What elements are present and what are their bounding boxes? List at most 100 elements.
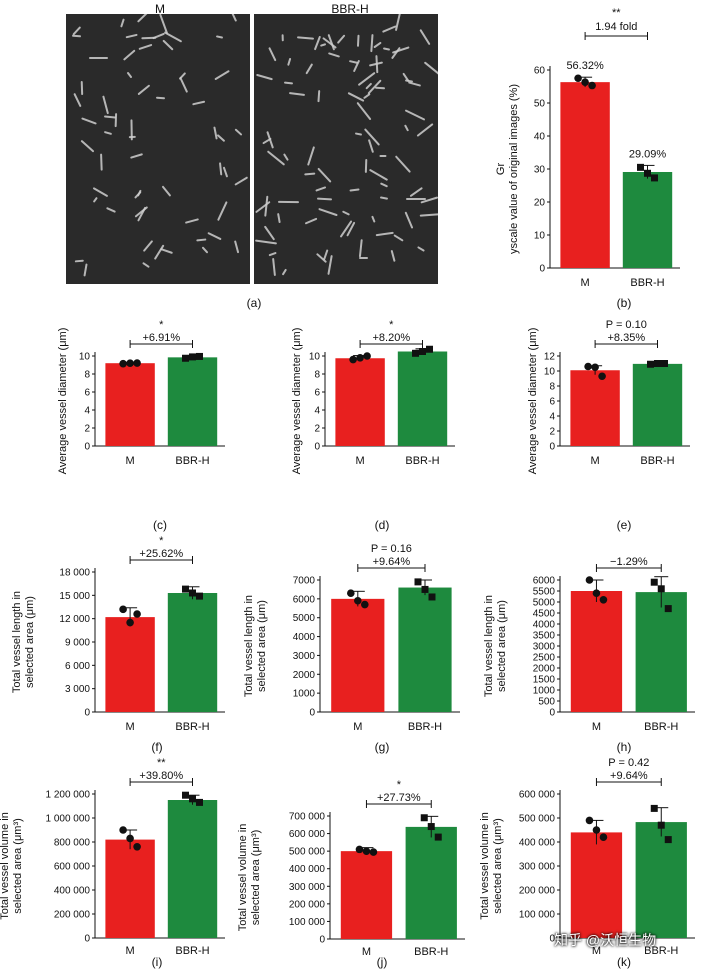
y-tick-label: 18 000 — [59, 568, 90, 579]
y-tick-label: 6 — [314, 388, 320, 399]
bar-bbr-h — [167, 800, 218, 938]
vessel-streak — [125, 33, 138, 39]
vessel-streak — [136, 83, 151, 96]
data-point — [434, 833, 442, 841]
data-point — [651, 174, 658, 182]
y-tick-label: 0 — [84, 708, 90, 719]
vessel-streak — [92, 197, 99, 204]
y-tick-label: 0 — [84, 442, 90, 453]
vessel-streak — [373, 41, 383, 48]
significance-marker: ** — [612, 7, 621, 19]
x-tick-label: M — [591, 455, 600, 467]
panel-label-e: (e) — [616, 518, 632, 532]
data-point — [355, 845, 364, 854]
data-point — [133, 610, 141, 618]
vessel-streak — [223, 166, 229, 178]
vessel-streak — [423, 61, 438, 77]
vessel-streak — [234, 240, 240, 254]
data-point — [650, 804, 658, 812]
y-tick-label: 0 — [319, 935, 325, 946]
data-point — [126, 618, 134, 627]
panel-label-c: (c) — [153, 518, 167, 532]
y-tick-label: 10 — [79, 352, 91, 363]
y-tick-label: 12 — [544, 352, 556, 363]
data-point — [581, 78, 589, 87]
panel-label-k: (k) — [617, 955, 631, 969]
vessel-streak — [277, 200, 299, 204]
y-tick-label: 5000 — [533, 598, 556, 609]
y-tick-label: 8 — [549, 382, 555, 393]
significance-change-label: +9.64% — [373, 556, 411, 568]
y-axis-title-line: Total vessel volume in — [237, 824, 249, 932]
data-point — [126, 359, 134, 367]
vessel-streak — [234, 176, 249, 187]
panel-label-d: (d) — [374, 518, 390, 532]
y-axis-title-line: Total vessel length in — [11, 591, 23, 693]
y-axis-title: Total vessel volume inselected area (μm³… — [237, 824, 262, 932]
significance-marker: P = 0.16 — [371, 543, 412, 555]
vessel-streak — [161, 185, 171, 197]
data-point — [647, 360, 654, 368]
vessel-streak — [127, 71, 133, 79]
bar-m — [340, 851, 393, 939]
data-point — [189, 795, 196, 803]
y-tick-label: 0 — [539, 264, 545, 275]
y-tick-label: 100 000 — [289, 917, 326, 928]
vessel-streak — [317, 90, 321, 103]
data-point — [196, 352, 203, 360]
y-tick-label: 400 000 — [519, 838, 556, 849]
panel-label-b: (b) — [616, 296, 632, 310]
vessel-streak — [341, 210, 350, 216]
data-point — [654, 360, 661, 367]
panel-label-i: (i) — [151, 955, 163, 969]
data-point — [369, 848, 378, 856]
vessel-streak — [99, 153, 103, 171]
data-point — [133, 359, 141, 367]
chart-i: 0 200 000 400 000 600 000 800 000 1 000 000 1 … — [0, 757, 225, 957]
data-point — [591, 363, 599, 372]
vessel-streak — [80, 139, 95, 152]
data-point — [585, 576, 594, 584]
y-axis-title-line: selected area (μm³) — [250, 830, 262, 926]
data-point — [354, 596, 362, 605]
vessel-streak — [392, 46, 410, 55]
vessel-streak — [283, 152, 290, 161]
significance-marker: * — [159, 319, 164, 331]
y-tick-label: 9 000 — [65, 638, 90, 649]
data-point — [427, 823, 435, 831]
data-point — [420, 814, 428, 822]
y-tick-label: 3000 — [533, 642, 556, 653]
significance-marker: ** — [157, 757, 166, 769]
vessel-streak — [364, 159, 368, 174]
vessel-streak — [216, 134, 226, 143]
vessel-streak — [137, 14, 149, 23]
data-point — [182, 585, 189, 593]
x-tick-label: BBR-H — [644, 721, 678, 733]
data-point — [363, 352, 371, 360]
y-axis-title: Total vessel length inselected area (μm) — [11, 591, 36, 693]
vessel-streak — [363, 92, 371, 99]
bar-bbr-h — [635, 592, 687, 712]
data-point — [119, 826, 127, 834]
y-tick-label: 2000 — [293, 670, 316, 681]
vessel-streak — [271, 258, 276, 277]
significance-change-label: +8.35% — [607, 332, 645, 344]
significance-change-label: +25.62% — [139, 548, 183, 560]
vessel-streak — [212, 126, 218, 140]
y-tick-label: 200 000 — [519, 886, 556, 897]
y-axis-title: Average vessel diameter (μm) — [57, 328, 69, 475]
bar-m — [331, 598, 385, 712]
vessel-streak — [404, 109, 426, 121]
vessel-streak — [417, 245, 426, 252]
y-tick-label: 500 — [538, 697, 555, 708]
vessel-streak — [103, 130, 113, 136]
y-tick-label: 6 — [549, 397, 555, 408]
y-axis-title: Total vessel volume inselected area (μm³… — [479, 812, 504, 920]
x-tick-label: M — [362, 946, 371, 958]
bar-value-label: 56.32% — [566, 60, 604, 72]
data-point — [189, 589, 196, 597]
vessel-streak — [356, 101, 372, 121]
vessel-streak — [358, 256, 369, 259]
data-point — [644, 169, 651, 177]
data-point — [637, 163, 644, 171]
